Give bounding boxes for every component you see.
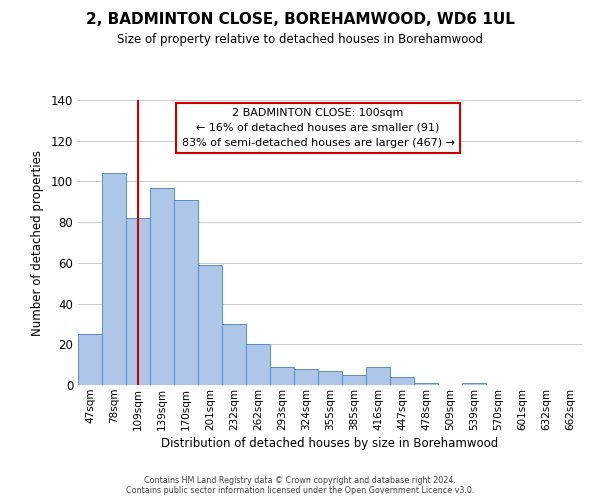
Bar — [294, 368, 318, 385]
Bar — [174, 200, 198, 385]
Text: 2, BADMINTON CLOSE, BOREHAMWOOD, WD6 1UL: 2, BADMINTON CLOSE, BOREHAMWOOD, WD6 1UL — [86, 12, 514, 28]
Bar — [222, 324, 246, 385]
Text: 2 BADMINTON CLOSE: 100sqm
← 16% of detached houses are smaller (91)
83% of semi-: 2 BADMINTON CLOSE: 100sqm ← 16% of detac… — [182, 108, 455, 148]
Bar — [462, 383, 486, 385]
Bar — [198, 265, 222, 385]
Text: Size of property relative to detached houses in Borehamwood: Size of property relative to detached ho… — [117, 32, 483, 46]
Bar — [150, 188, 174, 385]
Bar — [390, 377, 414, 385]
Bar — [342, 375, 366, 385]
Bar — [78, 334, 102, 385]
Y-axis label: Number of detached properties: Number of detached properties — [31, 150, 44, 336]
Bar — [102, 174, 126, 385]
X-axis label: Distribution of detached houses by size in Borehamwood: Distribution of detached houses by size … — [161, 437, 499, 450]
Bar — [366, 366, 390, 385]
Bar — [270, 366, 294, 385]
Bar — [318, 371, 342, 385]
Bar — [126, 218, 150, 385]
Bar — [414, 383, 438, 385]
Text: Contains HM Land Registry data © Crown copyright and database right 2024.: Contains HM Land Registry data © Crown c… — [144, 476, 456, 485]
Bar — [246, 344, 270, 385]
Text: Contains public sector information licensed under the Open Government Licence v3: Contains public sector information licen… — [126, 486, 474, 495]
